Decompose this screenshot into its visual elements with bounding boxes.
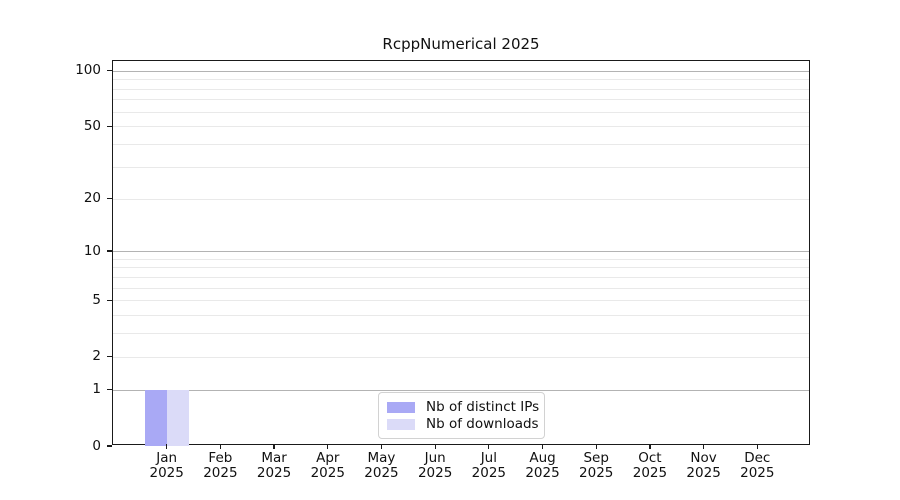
y-tick <box>107 389 112 391</box>
legend-swatch-downloads <box>387 418 415 430</box>
minor-gridline <box>113 258 809 260</box>
chart-title: RcppNumerical 2025 <box>382 35 540 53</box>
y-tick-label: 1 <box>92 381 101 398</box>
x-tick-label: Oct 2025 <box>632 450 668 481</box>
y-tick-label: 50 <box>83 117 101 134</box>
x-tick <box>649 444 651 449</box>
x-tick <box>541 444 544 449</box>
x-tick <box>756 444 758 449</box>
x-tick <box>434 444 436 449</box>
x-tick <box>327 444 329 449</box>
x-tick <box>595 444 597 449</box>
x-tick-label: Aug 2025 <box>525 450 560 481</box>
minor-gridline <box>113 99 809 101</box>
minor-gridline <box>113 333 809 335</box>
x-tick-label: Jul 2025 <box>471 450 507 481</box>
legend-swatch-distinct-ips <box>387 401 415 413</box>
x-tick-label: Apr 2025 <box>310 450 345 481</box>
minor-gridline <box>113 111 809 113</box>
plot-area: Nb of distinct IPs Nb of downloads Jan 2… <box>75 60 810 480</box>
y-tick <box>107 445 112 447</box>
legend-label-distinct-ips: Nb of distinct IPs <box>426 399 540 415</box>
minor-gridline <box>113 88 809 90</box>
minor-gridline <box>113 356 809 358</box>
major-gridline <box>113 70 809 72</box>
major-gridline <box>113 251 809 253</box>
y-tick-label: 10 <box>83 242 101 259</box>
y-tick-label: 0 <box>92 437 101 454</box>
x-tick-label: Sep 2025 <box>579 450 614 481</box>
x-tick-label: Mar 2025 <box>256 450 292 481</box>
minor-gridline <box>113 267 809 269</box>
legend-item-distinct-ips: Nb of distinct IPs <box>387 399 540 415</box>
legend-item-downloads: Nb of downloads <box>387 416 539 432</box>
y-tick-label: 100 <box>75 62 101 79</box>
minor-gridline <box>113 287 809 289</box>
bar-distinct-ips-jan <box>144 389 167 446</box>
y-tick <box>107 197 112 200</box>
y-tick <box>107 125 112 127</box>
major-gridline <box>113 389 809 391</box>
x-tick-label: Jun 2025 <box>417 450 453 481</box>
y-tick-label: 2 <box>92 348 101 365</box>
y-tick <box>107 70 112 72</box>
x-tick-label: Nov 2025 <box>686 450 721 481</box>
y-tick <box>107 299 112 301</box>
y-tick <box>107 356 112 358</box>
minor-gridline <box>113 300 809 302</box>
bar-downloads-jan <box>166 389 189 446</box>
x-tick <box>166 444 168 449</box>
x-tick <box>380 444 383 449</box>
minor-gridline <box>113 276 809 278</box>
x-tick-label: Jan 2025 <box>149 450 184 481</box>
y-tick-label: 5 <box>92 291 101 308</box>
x-tick <box>273 444 275 449</box>
x-tick-label: Dec 2025 <box>740 450 775 481</box>
x-tick-label: Feb 2025 <box>203 450 238 481</box>
x-tick <box>703 444 705 449</box>
y-tick-label: 20 <box>83 190 101 206</box>
minor-gridline <box>113 315 809 317</box>
minor-gridline <box>113 198 809 200</box>
minor-gridline <box>113 144 809 146</box>
x-tick-label: May 2025 <box>364 450 399 481</box>
minor-gridline <box>113 126 809 128</box>
y-tick <box>107 250 112 252</box>
legend: Nb of distinct IPs Nb of downloads <box>378 392 545 439</box>
x-tick <box>488 444 490 449</box>
minor-gridline <box>113 166 809 168</box>
x-tick <box>219 444 221 449</box>
legend-label-downloads: Nb of downloads <box>426 416 539 432</box>
minor-gridline <box>113 79 809 81</box>
